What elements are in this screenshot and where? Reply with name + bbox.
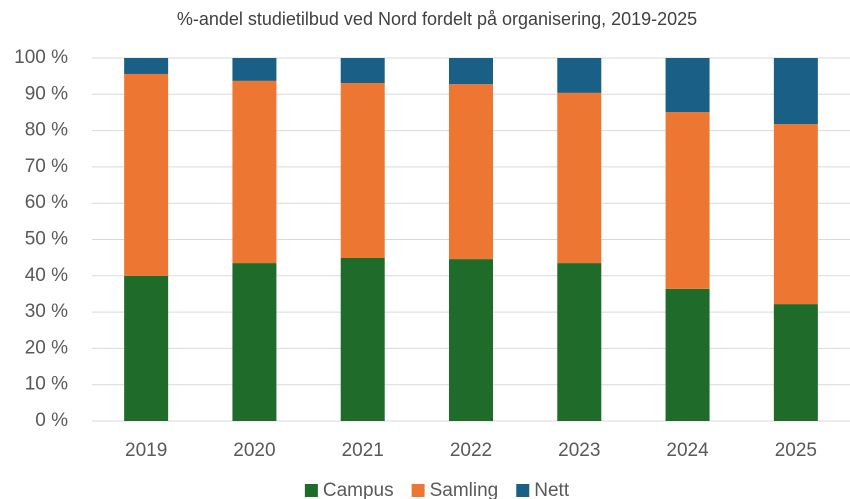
y-tick-label: 10 % <box>25 374 68 395</box>
legend-swatch <box>304 484 318 497</box>
bar-segment <box>557 263 602 421</box>
x-tick-label: 2023 <box>558 440 600 461</box>
bar-segment <box>557 92 602 264</box>
legend-label: Campus <box>323 480 394 499</box>
bar-segment <box>773 304 818 421</box>
bar-segment <box>340 258 385 421</box>
y-tick-label: 70 % <box>25 156 68 177</box>
legend-label: Samling <box>430 480 499 499</box>
bar-segment <box>665 288 710 421</box>
bar-segment <box>773 58 818 125</box>
x-tick-label: 2024 <box>666 440 709 461</box>
bar-segment <box>665 112 710 289</box>
bar-segment <box>449 84 493 260</box>
bar-segment <box>773 124 818 305</box>
y-tick-label: 20 % <box>25 337 68 358</box>
bar-segment <box>232 58 277 81</box>
x-tick-label: 2021 <box>342 440 384 461</box>
y-tick-label: 90 % <box>25 83 68 104</box>
x-tick-label: 2025 <box>775 440 817 461</box>
y-tick-label: 40 % <box>25 265 68 286</box>
bar-segment <box>449 259 493 421</box>
legend-label: Nett <box>534 480 570 499</box>
x-tick-label: 2022 <box>450 440 492 461</box>
bar-segment <box>340 83 385 259</box>
legend-swatch <box>516 484 530 497</box>
bar-segment <box>232 80 277 264</box>
y-tick-label: 50 % <box>25 229 68 250</box>
bar-segment <box>124 58 169 74</box>
y-tick-label: 60 % <box>25 192 68 213</box>
x-tick-label: 2020 <box>233 440 275 461</box>
bar-segment <box>340 58 385 84</box>
x-tick-label: 2019 <box>125 440 167 461</box>
bar-segment <box>665 58 710 113</box>
chart-title: %-andel studietilbud ved Nord fordelt på… <box>177 9 697 29</box>
y-tick-label: 0 % <box>35 410 68 431</box>
bar-segment <box>449 58 493 85</box>
y-tick-label: 30 % <box>25 301 68 322</box>
legend-swatch <box>411 484 425 497</box>
bar-segment <box>124 73 169 276</box>
bar-segment <box>124 275 169 421</box>
bar-segment <box>557 58 602 93</box>
y-tick-label: 80 % <box>25 120 68 141</box>
bar-segment <box>232 263 277 421</box>
y-tick-label: 100 % <box>14 47 68 68</box>
